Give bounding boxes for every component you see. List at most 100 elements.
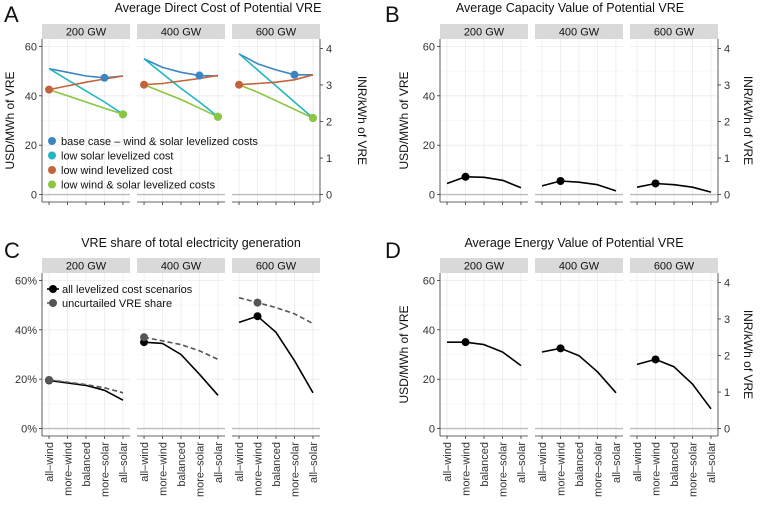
legend-key xyxy=(48,180,56,189)
panel-title: Average Energy Value of Potential VRE xyxy=(464,236,683,250)
series-line-2 xyxy=(143,74,219,86)
legend-label: low wind & solar levelized costs xyxy=(61,180,216,192)
y2-tick-label: 2 xyxy=(724,350,730,362)
x-tick-label: more–wind xyxy=(556,442,568,496)
facet-label: 600 GW xyxy=(654,27,695,39)
y2-tick-label: 3 xyxy=(326,80,332,92)
x-tick-label: more–wind xyxy=(651,442,663,496)
panel-C: C VRE share of total electricity generati… xyxy=(4,236,320,497)
series-line-2 xyxy=(238,74,314,86)
panel-B: B Average Capacity Value of Potential VRE… xyxy=(385,1,755,205)
x-tick-label: balanced xyxy=(669,442,681,487)
facet-label: 200 GW xyxy=(464,27,505,39)
x-tick-label: all–wind xyxy=(537,442,549,482)
series-line-0 xyxy=(446,176,522,189)
facet-strip xyxy=(440,258,528,273)
y2-axis-label: INR/kWh of VRE xyxy=(355,76,369,165)
y-tick-label: 40 xyxy=(423,91,435,103)
legend-label: low solar levelized cost xyxy=(61,151,174,163)
legend-label: low wind levelized cost xyxy=(61,165,172,177)
x-tick-label: more–solar xyxy=(592,442,604,497)
highlight-point-0 xyxy=(461,338,470,347)
highlight-point-3 xyxy=(118,110,127,119)
highlight-point-2 xyxy=(235,80,244,89)
facet-strip xyxy=(232,24,320,39)
y-axis-label: USD/MWh of VRE xyxy=(3,71,17,169)
legend-key xyxy=(49,285,57,293)
facet-600-gw: 600 GW all–wind more–wind balanced more–sola… xyxy=(630,258,718,497)
y2-tick-label: 4 xyxy=(724,43,730,55)
series-line-1 xyxy=(48,379,124,394)
y2-axis-label: INR/kWh of VRE xyxy=(741,310,755,399)
legend-key xyxy=(48,137,56,145)
facet-200-gw: 200 GW xyxy=(440,24,528,205)
facet-200-gw: 200 GW all–wind more–wind balanced more–sola… xyxy=(42,258,130,497)
facet-label: 600 GW xyxy=(256,27,297,39)
highlight-point-0 xyxy=(253,312,262,321)
panel-D: D Average Energy Value of Potential VRE20… xyxy=(385,236,755,497)
series-line-0 xyxy=(143,58,219,77)
x-tick-label: more–solar xyxy=(194,442,206,497)
facet-label: 600 GW xyxy=(654,261,695,273)
facet-label: 200 GW xyxy=(66,261,107,273)
series-line-0 xyxy=(541,347,617,394)
panel-title: Average Direct Cost of Potential VRE xyxy=(115,1,322,15)
panel-title: VRE share of total electricity generatio… xyxy=(81,236,301,250)
y2-tick-label: 3 xyxy=(724,314,730,326)
highlight-point-0 xyxy=(290,70,299,79)
legend-key xyxy=(48,151,56,160)
x-tick-label: all–wind xyxy=(234,442,246,482)
facet-label: 600 GW xyxy=(256,261,297,273)
y-tick-label: 0 xyxy=(429,424,435,436)
y-tick-label: 60% xyxy=(15,275,37,287)
x-tick-label: all–wind xyxy=(632,442,644,482)
y2-tick-label: 1 xyxy=(326,153,332,165)
x-tick-label: more–wind xyxy=(253,442,265,496)
x-tick-label: all–wind xyxy=(442,442,454,482)
facet-600-gw: 600 GW xyxy=(630,24,718,205)
facet-200-gw: 200 GW xyxy=(42,24,130,205)
highlight-point-3 xyxy=(213,112,222,121)
x-tick-label: more–solar xyxy=(99,442,111,497)
panel-A: A Average Direct Cost of Potential VRE 200… xyxy=(3,1,369,205)
y-tick-label: 60 xyxy=(423,275,435,287)
facet-strip xyxy=(440,24,528,39)
series-line-1 xyxy=(143,336,219,361)
facet-label: 200 GW xyxy=(464,261,505,273)
x-tick-label: balanced xyxy=(574,442,586,487)
facet-400-gw: 400 GW xyxy=(535,24,623,205)
facet-strip xyxy=(630,24,718,39)
series-line-0 xyxy=(238,315,314,394)
facet-strip xyxy=(630,258,718,273)
highlight-point-1 xyxy=(140,333,149,342)
x-tick-label: all–solar xyxy=(118,442,130,483)
panel-letter: A xyxy=(4,2,19,27)
y-tick-label: 0% xyxy=(21,424,37,436)
facet-600-gw: 600 GW xyxy=(232,24,320,205)
facet-400-gw: 400 GW xyxy=(137,24,225,205)
series-line-0 xyxy=(541,180,617,192)
x-tick-label: all–solar xyxy=(213,442,225,483)
facet-strip xyxy=(42,258,130,273)
y-tick-label: 40 xyxy=(423,325,435,337)
series-line-0 xyxy=(143,341,219,396)
x-tick-label: balanced xyxy=(271,442,283,487)
series-line-0 xyxy=(636,182,712,193)
y-tick-label: 60 xyxy=(423,41,435,53)
y-axis-label: USD/MWh of VRE xyxy=(397,71,411,169)
facet-400-gw: 400 GW all–wind more–wind balanced more–sola… xyxy=(137,258,225,497)
legend-key xyxy=(48,166,56,174)
x-tick-label: all–wind xyxy=(139,442,151,482)
facet-strip xyxy=(535,258,623,273)
facet-label: 400 GW xyxy=(161,27,202,39)
y2-tick-label: 4 xyxy=(724,277,730,289)
y-axis-label: USD/MWh of VRE xyxy=(397,305,411,403)
y-tick-label: 20 xyxy=(423,140,435,152)
highlight-point-2 xyxy=(140,80,149,89)
x-tick-label: all–solar xyxy=(308,442,320,483)
y-tick-label: 20 xyxy=(423,374,435,386)
y-tick-label: 40 xyxy=(25,91,37,103)
y2-tick-label: 0 xyxy=(724,190,730,202)
y2-tick-label: 1 xyxy=(724,387,730,399)
x-tick-label: balanced xyxy=(81,442,93,487)
